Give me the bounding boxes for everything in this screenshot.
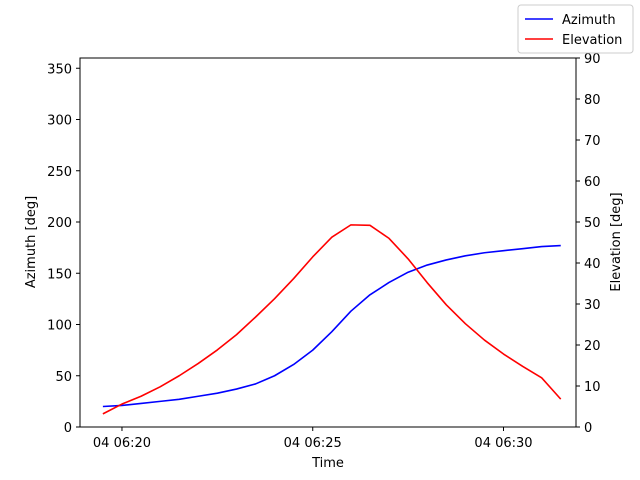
series-line-elevation bbox=[102, 224, 562, 415]
y-left-tick-label: 150 bbox=[47, 267, 72, 282]
legend-azimuth-label: Azimuth bbox=[562, 13, 616, 28]
y-left-tick-label: 100 bbox=[47, 319, 72, 334]
legend-box bbox=[517, 4, 634, 54]
x-tick-label: 04 06:30 bbox=[474, 436, 532, 451]
y-right-tick-label: 40 bbox=[584, 257, 601, 272]
y-right-tick-label: 30 bbox=[584, 298, 601, 313]
legend-elevation-label: Elevation bbox=[562, 33, 622, 48]
x-axis: 04 06:20 04 06:25 04 06:30 bbox=[93, 427, 533, 451]
y-right-tick-label: 0 bbox=[584, 421, 592, 436]
y-right-tick-label: 60 bbox=[584, 175, 601, 190]
plot-lines bbox=[102, 224, 562, 415]
y-axis-right: 0 10 20 30 40 50 60 70 80 90 bbox=[576, 52, 601, 436]
series-line-azimuth bbox=[102, 244, 561, 408]
y-right-tick-label: 20 bbox=[584, 339, 601, 354]
y-right-tick-label: 10 bbox=[584, 380, 601, 395]
legend: Azimuth Elevation bbox=[517, 4, 634, 54]
y-left-tick-label: 0 bbox=[64, 421, 72, 436]
y-left-tick-label: 250 bbox=[47, 165, 72, 180]
x-tick-label: 04 06:20 bbox=[93, 436, 151, 451]
y-axis-left: 0 50 100 150 200 250 300 350 bbox=[47, 62, 80, 436]
y-left-tick-label: 300 bbox=[47, 114, 72, 129]
y-left-tick-label: 50 bbox=[55, 370, 72, 385]
y-right-tick-label: 80 bbox=[584, 93, 601, 108]
x-axis-title: Time bbox=[311, 456, 344, 471]
y-axis-left-title: Azimuth [deg] bbox=[24, 196, 39, 288]
y-right-tick-label: 70 bbox=[584, 134, 601, 149]
x-tick-label: 04 06:25 bbox=[284, 436, 342, 451]
y-left-tick-label: 200 bbox=[47, 216, 72, 231]
y-right-tick-label: 90 bbox=[584, 52, 601, 67]
plot-frame bbox=[79, 57, 577, 428]
y-right-tick-label: 50 bbox=[584, 216, 601, 231]
y-left-tick-label: 350 bbox=[47, 62, 72, 77]
y-axis-right-title: Elevation [deg] bbox=[609, 192, 624, 291]
